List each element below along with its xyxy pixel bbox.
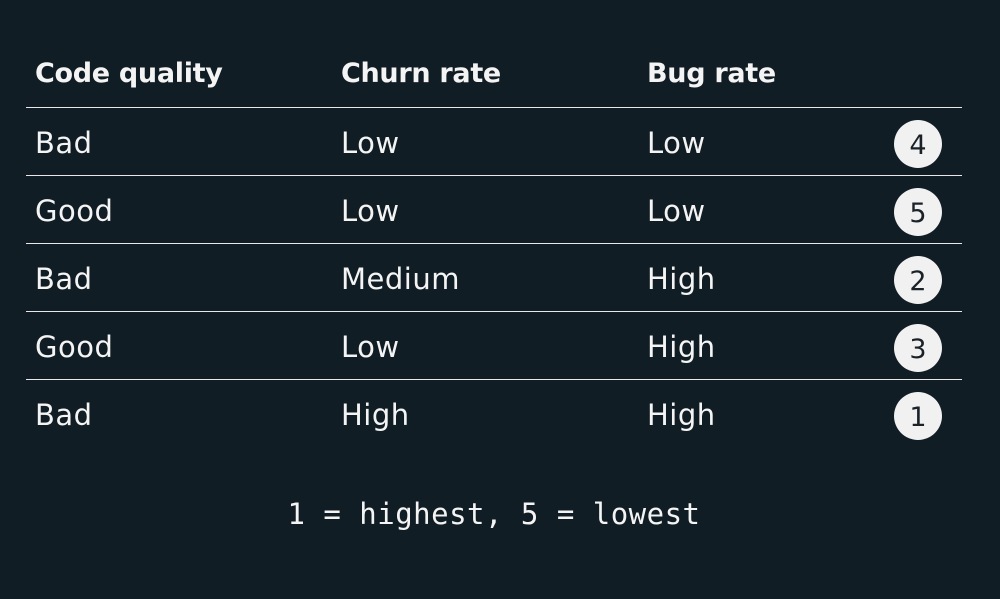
code-quality-cell: Good xyxy=(35,329,114,364)
churn-rate-cell: Low xyxy=(341,329,400,364)
rank-badge: 5 xyxy=(894,187,942,236)
bug-rate-cell: Low xyxy=(647,193,706,228)
table-row: Bad Medium High 2 xyxy=(26,244,962,312)
rank-badge: 4 xyxy=(894,119,942,168)
churn-rate-cell: High xyxy=(341,398,410,432)
code-quality-cell: Bad xyxy=(35,398,93,432)
table-row: Good Low High 3 xyxy=(26,312,962,380)
bug-rate-cell: High xyxy=(647,261,716,296)
ranking-table: Code quality Churn rate Bug rate Bad Low… xyxy=(26,40,962,448)
header-churn-rate: Churn rate xyxy=(341,58,501,89)
rank-badge: 2 xyxy=(894,255,942,304)
table-row: Good Low Low 5 xyxy=(26,176,962,244)
churn-rate-cell: Low xyxy=(341,193,400,228)
code-quality-cell: Good xyxy=(35,193,114,228)
table-header: Code quality Churn rate Bug rate xyxy=(26,40,962,108)
bug-rate-cell: High xyxy=(647,398,716,432)
bug-rate-cell: High xyxy=(647,329,716,364)
churn-rate-cell: Medium xyxy=(341,261,460,296)
table-row: Bad Low Low 4 xyxy=(26,108,962,176)
rank-badge: 3 xyxy=(894,323,942,372)
table-row: Bad High High 1 xyxy=(26,380,962,448)
code-quality-cell: Bad xyxy=(35,125,93,160)
bug-rate-cell: Low xyxy=(647,125,706,160)
rank-badge: 1 xyxy=(894,392,942,440)
ranking-legend: 1 = highest, 5 = lowest xyxy=(287,497,701,531)
code-quality-cell: Bad xyxy=(35,261,93,296)
churn-rate-cell: Low xyxy=(341,125,400,160)
header-code-quality: Code quality xyxy=(35,58,223,89)
header-bug-rate: Bug rate xyxy=(647,58,776,89)
